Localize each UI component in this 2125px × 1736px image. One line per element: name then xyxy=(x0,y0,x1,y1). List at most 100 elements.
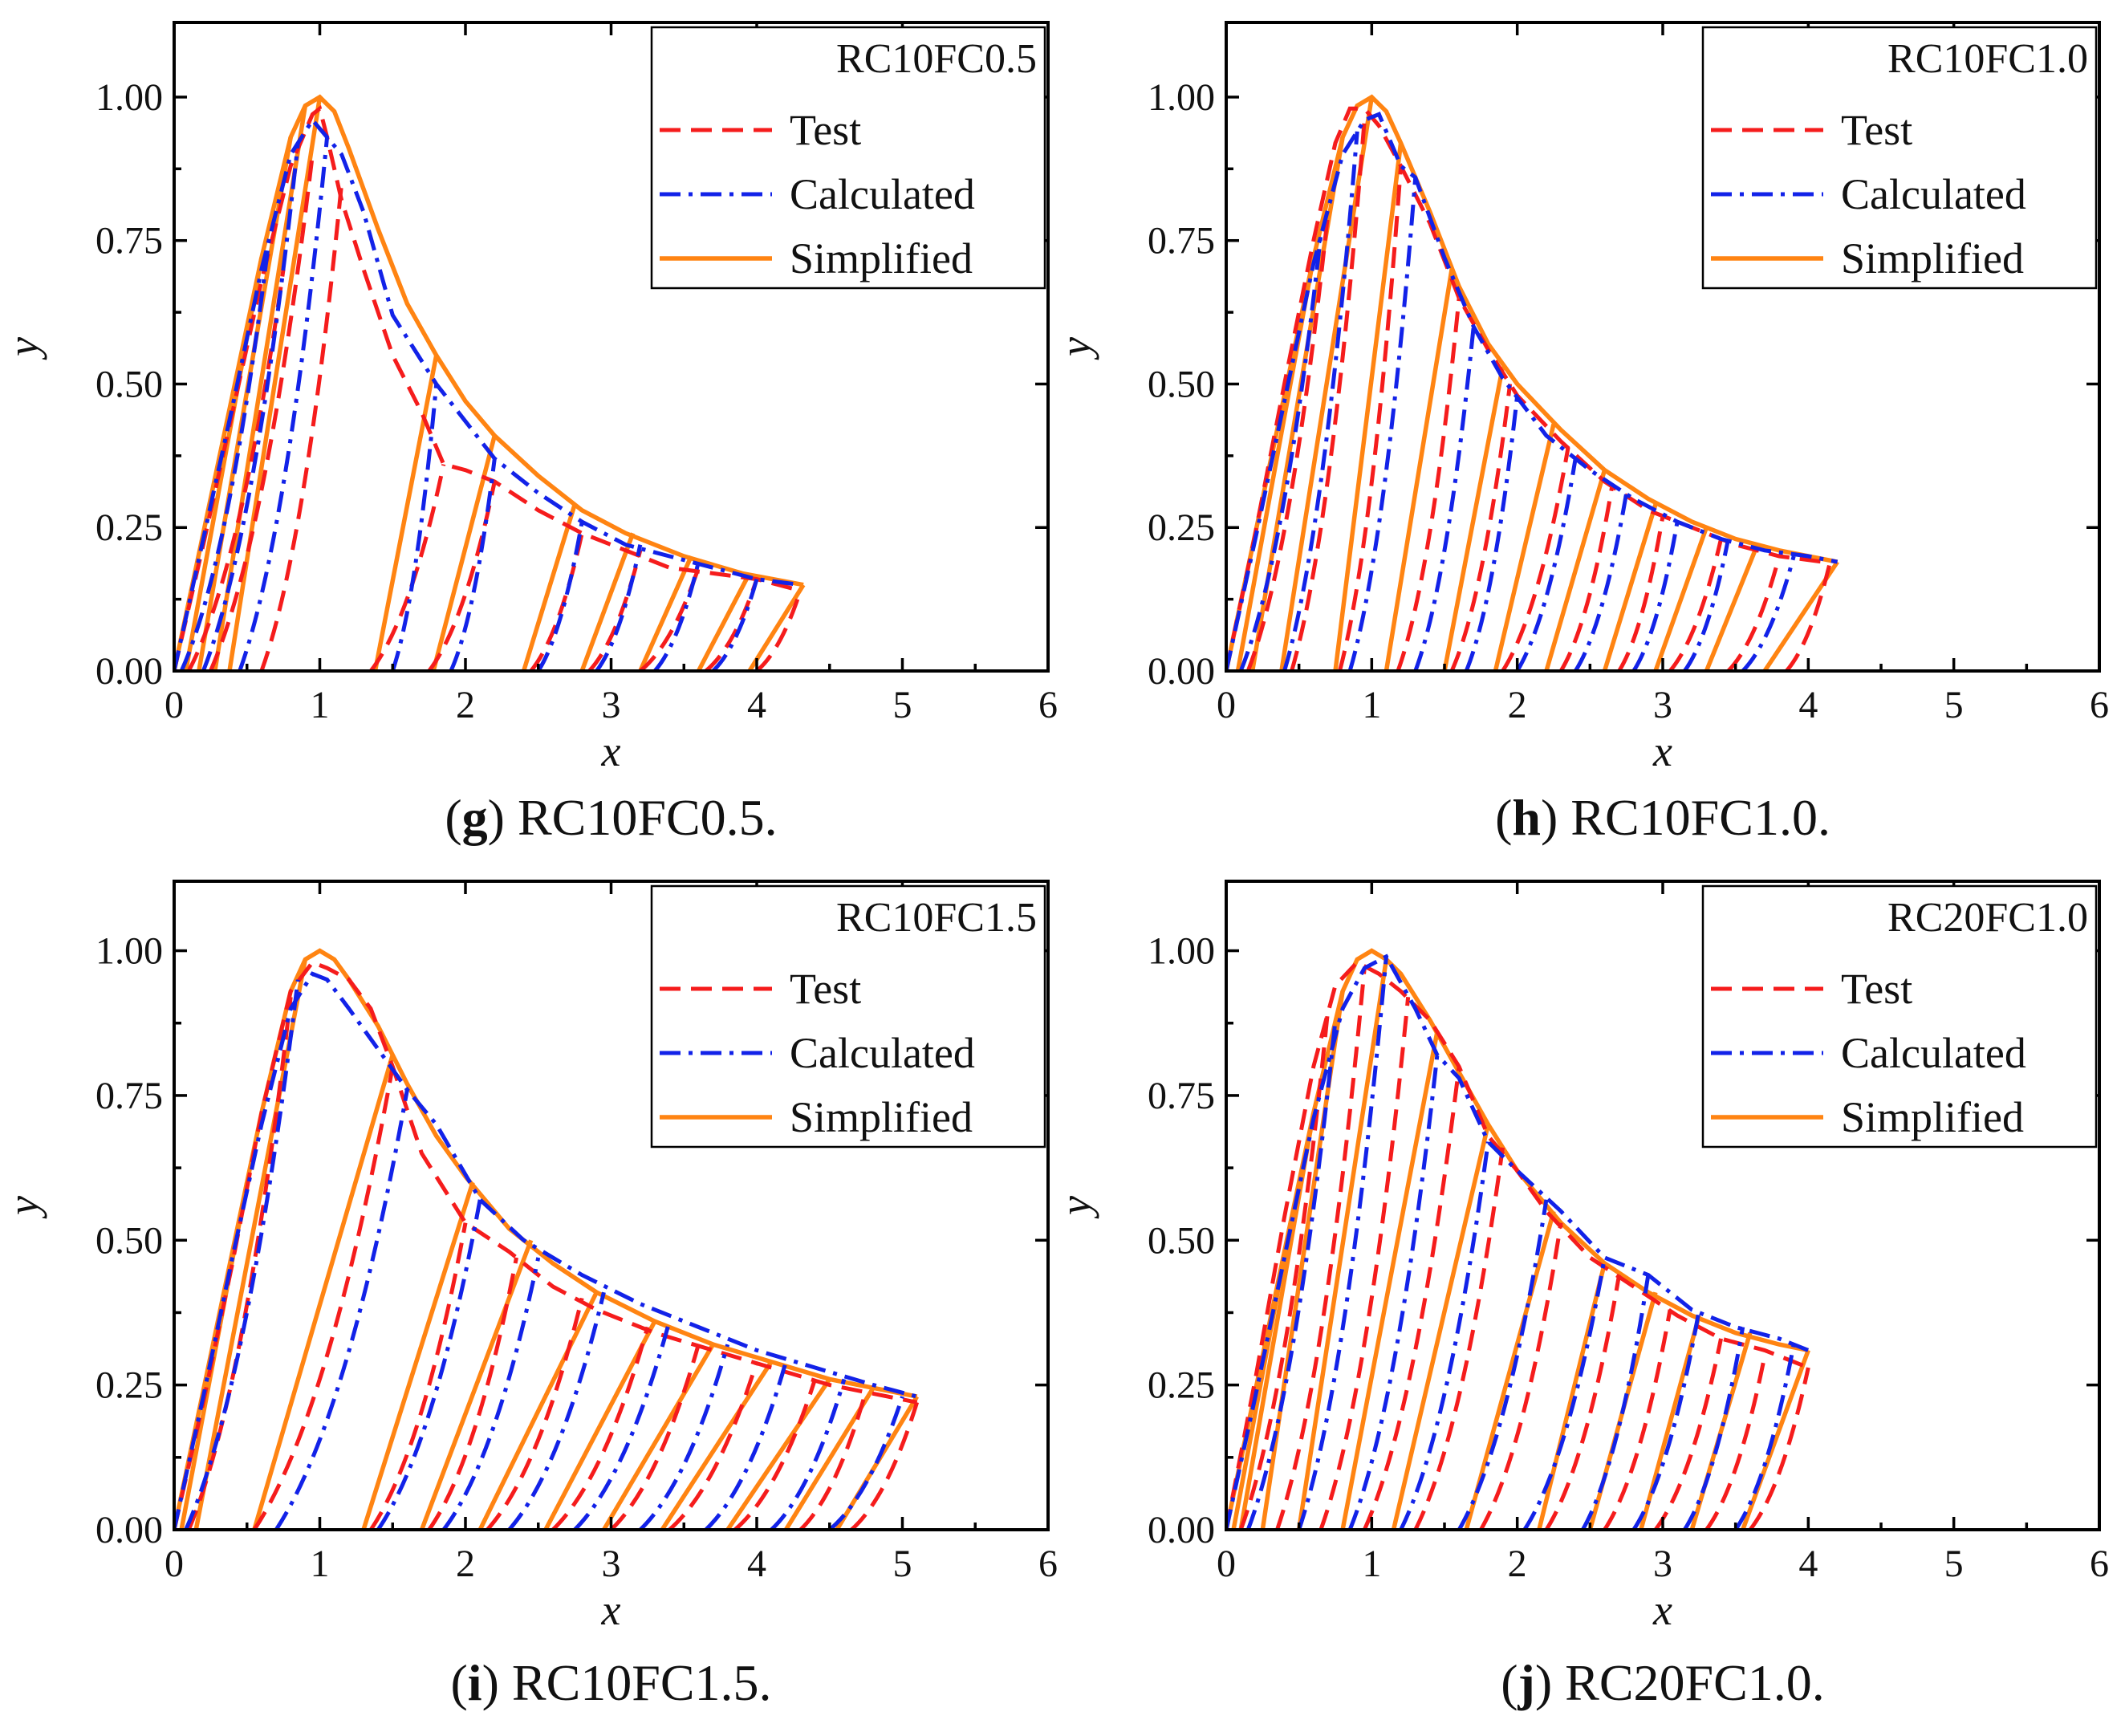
calculated-branch-5 xyxy=(573,1320,672,1530)
calculated-branch-3 xyxy=(1399,1141,1490,1530)
test-branch-6 xyxy=(609,1344,701,1530)
legend-label-calculated: Calculated xyxy=(790,1029,975,1077)
y-tick-label: 1.00 xyxy=(95,76,163,119)
test-curve xyxy=(174,959,918,1530)
test-branch-10 xyxy=(850,1401,920,1530)
calculated-branch-0 xyxy=(179,240,271,671)
calculated-branch-0 xyxy=(1245,1019,1338,1530)
test-branch-10 xyxy=(1748,1367,1810,1530)
x-tick-label: 3 xyxy=(1653,1543,1672,1585)
test-branch-2 xyxy=(259,182,344,671)
simplified-branch-1 xyxy=(1238,1112,1316,1530)
calculated-branch-4 xyxy=(1464,395,1520,671)
panel-caption: (h) RC10FC1.0. xyxy=(1495,789,1830,846)
test-branch-7 xyxy=(1617,515,1665,671)
simplified-branch-6 xyxy=(1493,423,1556,671)
simplified-branch-8 xyxy=(1602,503,1658,671)
calculated-branch-2 xyxy=(238,136,330,671)
test-branch-9 xyxy=(1726,555,1782,671)
legend-label-calculated: Calculated xyxy=(1841,170,2026,218)
legend-label-simplified: Simplified xyxy=(1841,1093,2024,1141)
calculated-branch-6 xyxy=(639,1344,730,1530)
legend-box xyxy=(1701,26,2098,290)
calculated-curve xyxy=(174,116,801,671)
legend: RC10FC1.5 Test Calculated Simplified xyxy=(650,884,1046,1149)
legend-title: RC20FC1.0 xyxy=(1887,895,2088,941)
simplified-branch-9 xyxy=(1639,1315,1701,1530)
simplified-branch-2 xyxy=(1279,96,1375,671)
simplified-branch-6 xyxy=(543,1320,657,1530)
simplified-branch-5 xyxy=(1442,366,1505,671)
test-branch-5 xyxy=(529,532,584,671)
x-tick-label: 5 xyxy=(893,1543,912,1585)
calculated-curve xyxy=(1226,112,1839,671)
legend-label-calculated: Calculated xyxy=(790,170,975,218)
calculated-branch-5 xyxy=(536,521,584,671)
calculated-branch-9 xyxy=(1733,1344,1796,1530)
simplified-branch-1 xyxy=(193,958,308,1530)
x-tick-label: 1 xyxy=(311,684,330,726)
test-branch-4 xyxy=(1413,1147,1505,1530)
y-tick-label: 0.75 xyxy=(95,1075,163,1117)
calculated-branch-4 xyxy=(449,458,497,671)
calculated-branch-1 xyxy=(274,1089,409,1530)
x-tick-label: 6 xyxy=(1038,1543,1058,1585)
series-group xyxy=(174,948,920,1530)
legend-label-simplified: Simplified xyxy=(790,1093,973,1141)
legend-box xyxy=(1701,884,2098,1149)
legend-label-simplified: Simplified xyxy=(1841,234,2024,283)
legend: RC20FC1.0 Test Calculated Simplified xyxy=(1701,884,2098,1149)
y-tick-label: 0.25 xyxy=(1148,506,1215,549)
simplified-branch-3 xyxy=(361,1181,475,1530)
calculated-branch-6 xyxy=(1574,492,1629,671)
test-branch-4 xyxy=(427,481,497,671)
chart-panel-2: 0 1 2 3 4 5 6 0.00 0.25 0.50 0.75 1.00 x y RC10FC1.5 Te… xyxy=(0,880,1058,1711)
calculated-branch-4 xyxy=(507,1291,606,1530)
calculated-curve xyxy=(1226,953,1810,1530)
x-tick-label: 0 xyxy=(165,1543,184,1585)
calculated-branch-7 xyxy=(653,561,701,671)
legend: RC10FC0.5 Test Calculated Simplified xyxy=(650,26,1046,290)
x-tick-label: 0 xyxy=(1217,684,1236,726)
test-branch-1 xyxy=(209,154,315,671)
simplified-branch-3 xyxy=(1296,958,1389,1530)
test-branch-5 xyxy=(1479,1222,1563,1530)
x-tick-label: 5 xyxy=(1944,1543,1964,1585)
calculated-branch-6 xyxy=(595,544,643,671)
calculated-branch-2 xyxy=(1347,177,1418,671)
series-group xyxy=(1226,948,1810,1530)
x-tick-label: 1 xyxy=(1362,684,1381,726)
simplified-branch-6 xyxy=(1464,1210,1556,1530)
x-tick-label: 1 xyxy=(311,1543,330,1585)
calculated-branch-5 xyxy=(1515,458,1578,671)
test-branch-6 xyxy=(1544,1275,1622,1530)
x-tick-label: 6 xyxy=(1038,684,1058,726)
simplified-branch-10 xyxy=(747,583,806,671)
calculated-branch-6 xyxy=(1581,1275,1651,1530)
x-tick-label: 3 xyxy=(602,684,621,726)
x-tick-label: 6 xyxy=(2090,684,2109,726)
simplified-branch-0 xyxy=(1235,257,1316,671)
test-branch-2 xyxy=(1318,997,1411,1530)
calculated-branch-3 xyxy=(441,1257,541,1530)
test-branch-1 xyxy=(1290,120,1367,671)
panel-caption: (j) RC20FC1.0. xyxy=(1501,1654,1825,1711)
calculated-branch-3 xyxy=(390,384,439,671)
y-tick-label: 0.50 xyxy=(1148,363,1215,405)
y-axis-title: y xyxy=(1051,337,1099,360)
simplified-branch-9 xyxy=(696,572,752,671)
caption-letter: g xyxy=(462,789,488,846)
chart-panel-1: 0 1 2 3 4 5 6 0.00 0.25 0.50 0.75 1.00 x y RC10FC1.0 Te… xyxy=(1051,21,2109,846)
simplified-branch-9 xyxy=(725,1377,832,1530)
simplified-branch-4 xyxy=(1340,1031,1440,1530)
legend-label-test: Test xyxy=(1841,965,1912,1013)
simplified-branch-7 xyxy=(579,532,636,671)
y-tick-label: 0.00 xyxy=(95,650,163,693)
calculated-branch-8 xyxy=(1683,539,1731,671)
simplified-branch-10 xyxy=(1704,543,1760,671)
calculated-branch-7 xyxy=(1631,521,1680,671)
y-tick-label: 0.50 xyxy=(95,1219,163,1262)
calculated-branch-2 xyxy=(1347,1055,1440,1530)
series-group xyxy=(174,94,806,671)
